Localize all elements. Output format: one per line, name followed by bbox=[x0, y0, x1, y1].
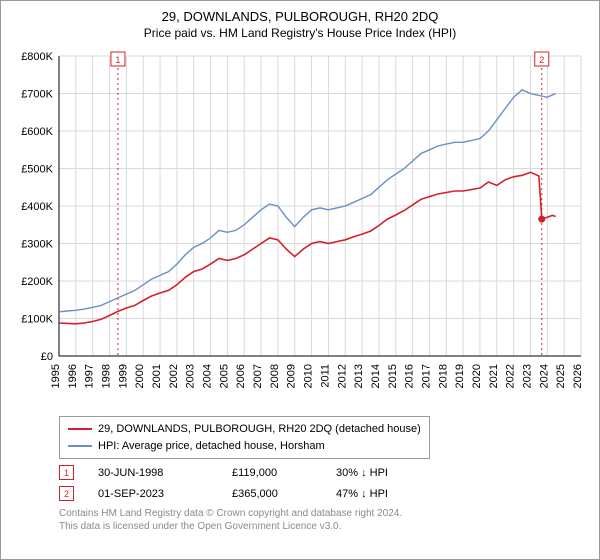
svg-text:2007: 2007 bbox=[252, 364, 264, 388]
svg-text:£0: £0 bbox=[41, 351, 53, 363]
sale-pct-vs-hpi: 30% ↓ HPI bbox=[336, 467, 436, 479]
sale-marker-icon: 2 bbox=[59, 486, 74, 501]
chart-title: 29, DOWNLANDS, PULBOROUGH, RH20 2DQ bbox=[13, 9, 587, 24]
footer-line-1: Contains HM Land Registry data © Crown c… bbox=[59, 507, 587, 520]
sale-row: 1 30-JUN-1998 £119,000 30% ↓ HPI bbox=[59, 465, 587, 480]
sale-row: 2 01-SEP-2023 £365,000 47% ↓ HPI bbox=[59, 486, 587, 501]
svg-text:2023: 2023 bbox=[521, 364, 533, 388]
sales-table: 1 30-JUN-1998 £119,000 30% ↓ HPI 2 01-SEP-202… bbox=[59, 465, 587, 501]
svg-text:2001: 2001 bbox=[151, 364, 163, 388]
chart-subtitle: Price paid vs. HM Land Registry's House … bbox=[13, 26, 587, 40]
svg-text:1: 1 bbox=[115, 55, 120, 65]
svg-text:2025: 2025 bbox=[555, 364, 567, 388]
svg-text:2021: 2021 bbox=[488, 364, 500, 388]
svg-text:2011: 2011 bbox=[319, 364, 331, 388]
sale-price: £119,000 bbox=[232, 467, 312, 479]
svg-text:2026: 2026 bbox=[572, 364, 584, 388]
svg-text:£500K: £500K bbox=[21, 164, 53, 176]
svg-text:1996: 1996 bbox=[67, 364, 79, 388]
svg-text:2006: 2006 bbox=[235, 364, 247, 388]
svg-text:1997: 1997 bbox=[84, 364, 96, 388]
chart-plot: £0 £100K £200K £300K £400K £500K £600K £700K £80… bbox=[13, 46, 587, 406]
svg-text:2000: 2000 bbox=[134, 364, 146, 388]
sale-date: 01-SEP-2023 bbox=[98, 488, 208, 500]
svg-text:2008: 2008 bbox=[269, 364, 281, 388]
svg-text:2017: 2017 bbox=[420, 364, 432, 388]
sale-date: 30-JUN-1998 bbox=[98, 467, 208, 479]
svg-text:2003: 2003 bbox=[185, 364, 197, 388]
footer-line-2: This data is licensed under the Open Gov… bbox=[59, 520, 587, 533]
legend: 29, DOWNLANDS, PULBOROUGH, RH20 2DQ (det… bbox=[59, 416, 430, 459]
svg-text:2009: 2009 bbox=[286, 364, 298, 388]
svg-text:2002: 2002 bbox=[168, 364, 180, 388]
legend-row: HPI: Average price, detached house, Hors… bbox=[68, 438, 421, 455]
svg-text:2024: 2024 bbox=[538, 364, 550, 388]
svg-text:£600K: £600K bbox=[21, 126, 53, 138]
svg-text:£300K: £300K bbox=[21, 239, 53, 251]
svg-text:2022: 2022 bbox=[505, 364, 517, 388]
svg-text:1995: 1995 bbox=[50, 364, 62, 388]
sale-marker-icon: 1 bbox=[59, 465, 74, 480]
sale-price: £365,000 bbox=[232, 488, 312, 500]
svg-text:£800K: £800K bbox=[21, 51, 53, 63]
svg-text:1998: 1998 bbox=[101, 364, 113, 388]
legend-swatch bbox=[68, 428, 92, 430]
svg-text:2016: 2016 bbox=[404, 364, 416, 388]
svg-text:2014: 2014 bbox=[370, 364, 382, 388]
svg-text:£400K: £400K bbox=[21, 201, 53, 213]
svg-text:2019: 2019 bbox=[454, 364, 466, 388]
legend-row: 29, DOWNLANDS, PULBOROUGH, RH20 2DQ (det… bbox=[68, 421, 421, 438]
svg-text:2012: 2012 bbox=[336, 364, 348, 388]
svg-text:2015: 2015 bbox=[387, 364, 399, 388]
svg-text:2005: 2005 bbox=[218, 364, 230, 388]
svg-text:2: 2 bbox=[539, 55, 544, 65]
svg-text:2018: 2018 bbox=[437, 364, 449, 388]
svg-text:£700K: £700K bbox=[21, 89, 53, 101]
svg-text:2020: 2020 bbox=[471, 364, 483, 388]
svg-text:2004: 2004 bbox=[202, 364, 214, 388]
sale-pct-vs-hpi: 47% ↓ HPI bbox=[336, 488, 436, 500]
legend-swatch bbox=[68, 445, 92, 447]
svg-text:2013: 2013 bbox=[353, 364, 365, 388]
svg-text:£200K: £200K bbox=[21, 276, 53, 288]
legend-label: 29, DOWNLANDS, PULBOROUGH, RH20 2DQ (det… bbox=[98, 421, 421, 438]
chart-container: 29, DOWNLANDS, PULBOROUGH, RH20 2DQ Pric… bbox=[0, 0, 600, 560]
legend-label: HPI: Average price, detached house, Hors… bbox=[98, 438, 325, 455]
svg-text:2010: 2010 bbox=[303, 364, 315, 388]
svg-text:1999: 1999 bbox=[117, 364, 129, 388]
footer-attribution: Contains HM Land Registry data © Crown c… bbox=[59, 507, 587, 533]
svg-text:£100K: £100K bbox=[21, 314, 53, 326]
